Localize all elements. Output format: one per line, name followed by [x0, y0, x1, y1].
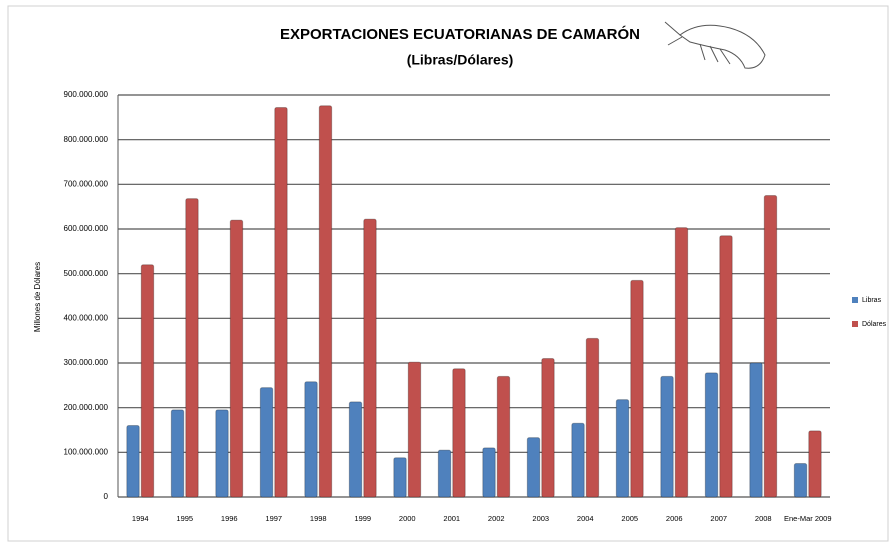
page: EXPORTACIONES ECUATORIANAS DE CAMARÓN (L…: [0, 0, 896, 547]
bar: [453, 369, 465, 497]
y-tick-label: 700.000.000: [64, 179, 109, 188]
x-tick-label: 1995: [176, 514, 193, 523]
chart-title: EXPORTACIONES ECUATORIANAS DE CAMARÓN: [280, 25, 640, 43]
x-tick-label: 2007: [710, 514, 727, 523]
bar: [408, 362, 420, 497]
bar: [394, 458, 406, 497]
bar: [720, 236, 732, 497]
x-tick-label: 2002: [488, 514, 505, 523]
bar: [794, 464, 806, 498]
bar: [319, 106, 331, 497]
x-tick-label: 2004: [577, 514, 594, 523]
y-tick-label: 900.000.000: [64, 90, 109, 99]
legend-label: Libras: [862, 297, 882, 304]
x-tick-label: 1996: [221, 514, 238, 523]
y-tick-label: 800.000.000: [64, 135, 109, 144]
x-tick-label: 1999: [354, 514, 371, 523]
bar: [364, 219, 376, 497]
y-tick-label: 300.000.000: [64, 358, 109, 367]
bar: [171, 410, 183, 497]
bar: [764, 196, 776, 498]
y-tick-label: 100.000.000: [64, 447, 109, 456]
y-tick-label: 600.000.000: [64, 224, 109, 233]
bar: [497, 376, 509, 497]
y-tick-label: 0: [104, 492, 109, 501]
chart-subtitle: (Libras/Dólares): [407, 52, 514, 68]
bar: [572, 423, 584, 497]
bar: [586, 338, 598, 497]
bar: [750, 363, 762, 497]
x-tick-label: 2003: [532, 514, 549, 523]
x-tick-label: 2005: [621, 514, 638, 523]
y-tick-label: 200.000.000: [64, 403, 109, 412]
x-tick-label: 2001: [443, 514, 460, 523]
x-tick-label: 2008: [755, 514, 772, 523]
bar: [705, 373, 717, 497]
x-tick-label: 2000: [399, 514, 416, 523]
bar: [483, 448, 495, 497]
bar: [127, 426, 139, 497]
bar: [809, 431, 821, 497]
bar: [675, 228, 687, 497]
bar: [349, 402, 361, 497]
bar: [305, 382, 317, 497]
legend-swatch: [852, 297, 858, 303]
bar: [275, 108, 287, 497]
x-tick-label: 1994: [132, 514, 149, 523]
bar: [631, 280, 643, 497]
y-axis-label: Millones de Dólares: [33, 262, 42, 332]
bar: [141, 265, 153, 497]
x-tick-label: Ene-Mar 2009: [784, 514, 832, 523]
bar: [616, 400, 628, 497]
bar: [438, 450, 450, 497]
y-tick-label: 400.000.000: [64, 313, 109, 322]
legend-swatch: [852, 321, 858, 327]
x-tick-label: 1998: [310, 514, 327, 523]
bar: [661, 376, 673, 497]
bar: [216, 410, 228, 497]
bar: [542, 359, 554, 497]
legend-label: Dólares: [862, 321, 887, 328]
bar: [230, 220, 242, 497]
chart: EXPORTACIONES ECUATORIANAS DE CAMARÓN (L…: [0, 0, 896, 547]
bar: [527, 438, 539, 497]
x-tick-label: 2006: [666, 514, 683, 523]
bar: [260, 388, 272, 497]
bar: [186, 199, 198, 497]
x-tick-label: 1997: [265, 514, 282, 523]
y-tick-label: 500.000.000: [64, 269, 109, 278]
